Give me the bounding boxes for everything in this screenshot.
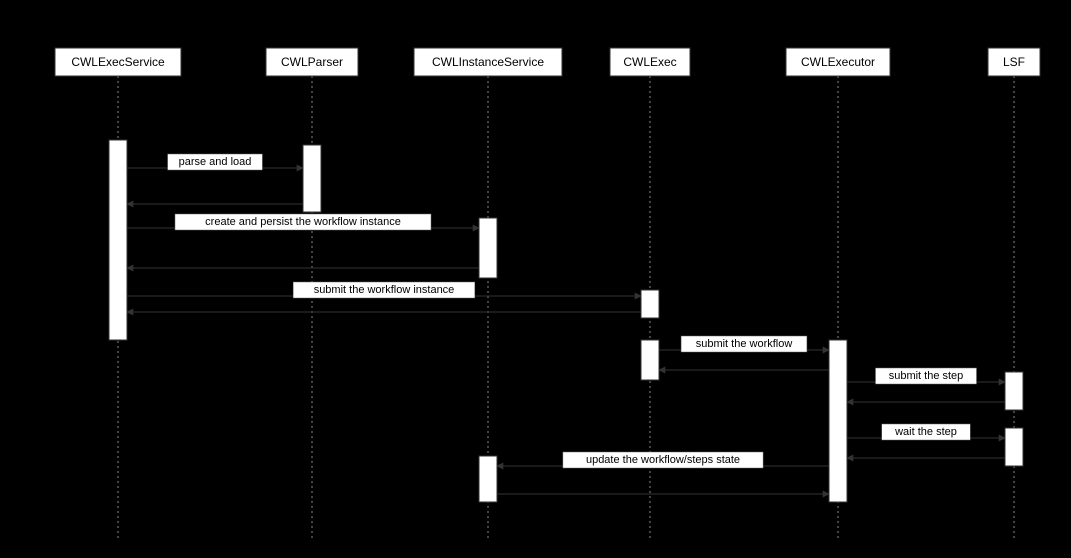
message-label-4: submit the workflow instance	[314, 284, 455, 296]
activation-parser-1	[303, 145, 321, 212]
activation-executor-5	[829, 340, 847, 502]
participant-label-exec_service: CWLExecService	[71, 55, 165, 69]
activation-lsf-7	[1005, 428, 1023, 466]
activation-inst_service-8	[479, 456, 497, 502]
activation-inst_service-2	[479, 218, 497, 278]
activation-lsf-6	[1005, 372, 1023, 410]
participant-label-inst_service: CWLInstanceService	[432, 55, 544, 69]
participant-label-lsf: LSF	[1003, 55, 1025, 69]
participant-label-exec: CWLExec	[623, 55, 676, 69]
message-label-12: update the workflow/steps state	[586, 454, 740, 466]
activation-exec_service-0	[109, 140, 127, 340]
sequence-diagram: CWLExecService CWLParser CWLInstanceServic…	[0, 0, 1071, 558]
activation-exec-4	[641, 340, 659, 380]
participant-label-parser: CWLParser	[281, 55, 343, 69]
message-label-10: wait the step	[894, 426, 957, 438]
activation-exec-3	[641, 290, 659, 318]
message-label-8: submit the step	[889, 370, 964, 382]
message-label-2: create and persist the workflow instance	[205, 216, 401, 228]
message-label-0: parse and load	[179, 156, 252, 168]
message-label-6: submit the workflow	[696, 338, 793, 350]
participant-label-executor: CWLExecutor	[801, 55, 875, 69]
